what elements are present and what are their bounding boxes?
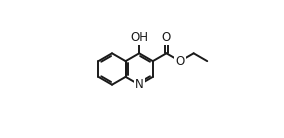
Text: O: O [162,31,171,44]
Text: O: O [176,55,185,68]
Text: N: N [135,78,144,91]
Text: OH: OH [130,31,148,44]
